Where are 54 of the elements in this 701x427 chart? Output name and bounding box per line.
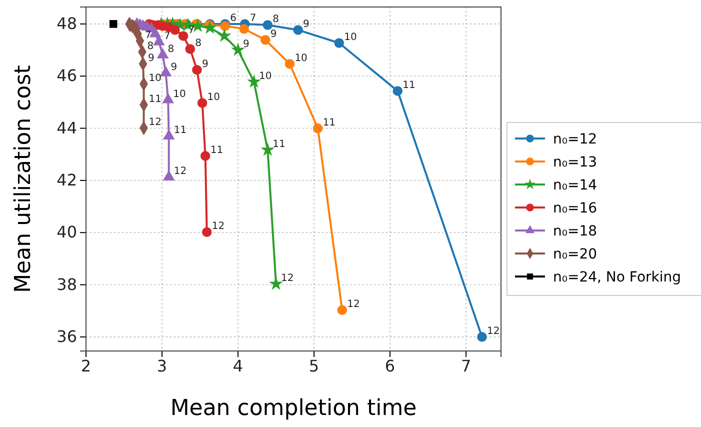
- annotation: 9: [303, 18, 310, 30]
- annotation: 9: [202, 58, 208, 70]
- legend-label: n₀=24, No Forking: [553, 270, 682, 286]
- annotation: 8: [147, 40, 154, 52]
- annotation: 7: [144, 30, 152, 41]
- y-tick-label: 48: [56, 14, 77, 34]
- x-tick-label: 7: [460, 356, 472, 376]
- annotation: 11: [322, 117, 336, 128]
- annotation: 8: [168, 44, 174, 55]
- x-tick-label: 3: [156, 356, 168, 376]
- y-tick-label: 42: [56, 170, 77, 190]
- x-tick-label: 4: [232, 356, 244, 376]
- annotation: 7: [250, 12, 256, 24]
- annotation: 12: [174, 166, 187, 178]
- annotation: 9: [148, 52, 154, 64]
- annotation: 8: [272, 14, 280, 25]
- annotation: 10: [148, 72, 162, 84]
- annotation: 10: [258, 70, 272, 82]
- x-tick-label: 2: [80, 356, 92, 376]
- legend-label: n₀=12: [553, 132, 598, 148]
- y-tick-label: 36: [56, 327, 77, 346]
- annotation: 9: [170, 62, 178, 73]
- annotation: 9: [270, 28, 277, 40]
- x-axis-title: Mean completion time: [170, 396, 417, 421]
- legend-label: n₀=14: [553, 178, 598, 194]
- annotation: 11: [402, 80, 416, 91]
- annotation: 7: [164, 30, 170, 42]
- legend-label: n₀=18: [553, 224, 598, 240]
- x-tick-label: 6: [384, 356, 396, 376]
- annotation: 12: [281, 272, 294, 284]
- annotation: 11: [174, 125, 187, 136]
- annotation: 10: [344, 32, 357, 43]
- annotation: 10: [173, 88, 186, 100]
- y-tick-label: 38: [56, 274, 77, 294]
- annotation: 12: [212, 221, 225, 232]
- annotation: 10: [294, 52, 308, 64]
- annotation: 12: [347, 299, 360, 310]
- annotation: 11: [272, 138, 286, 150]
- y-axis-title: Mean utilization cost: [11, 64, 36, 293]
- legend-label: n₀=20: [553, 246, 598, 262]
- legend-label: n₀=13: [553, 154, 598, 170]
- x-tick-label: 5: [308, 356, 320, 376]
- annotation: 12: [148, 117, 162, 128]
- annotation: 10: [207, 92, 220, 103]
- y-tick-label: 40: [56, 222, 77, 242]
- legend-label: n₀=16: [553, 200, 598, 216]
- annotation: 9: [243, 39, 250, 50]
- annotation: 11: [148, 94, 162, 105]
- annotation: 6: [230, 12, 236, 24]
- annotation: 8: [195, 38, 202, 49]
- annotation: 11: [210, 144, 224, 156]
- annotation: 12: [487, 326, 500, 337]
- y-tick-label: 46: [56, 66, 77, 86]
- y-tick-label: 44: [56, 118, 77, 138]
